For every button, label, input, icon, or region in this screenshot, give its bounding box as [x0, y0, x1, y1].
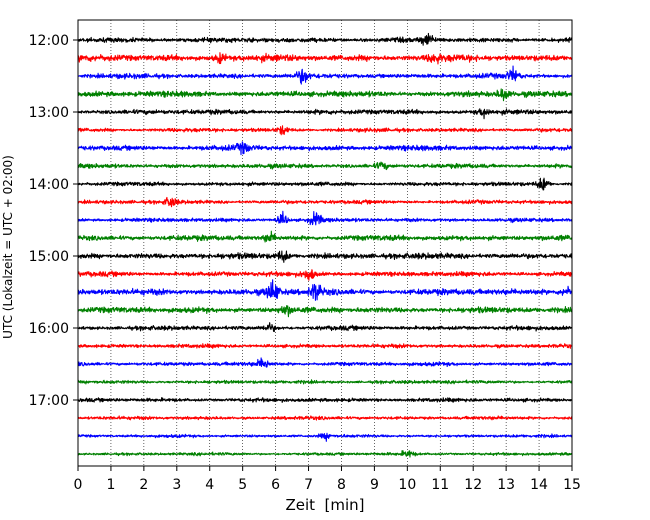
y-tick-label: 16:00: [29, 321, 69, 337]
x-tick-label: 7: [304, 477, 313, 493]
trace-1400: [77, 177, 573, 191]
trace-1745: [77, 450, 573, 458]
trace-1515: [77, 269, 573, 281]
trace-1345: [77, 161, 573, 171]
y-tick-label: 13:00: [29, 105, 69, 121]
x-tick-label: 6: [271, 477, 280, 493]
x-tick-label: 2: [139, 477, 148, 493]
x-tick-label: 4: [205, 477, 214, 493]
y-tick-label: 15:00: [29, 249, 69, 265]
trace-1445: [77, 230, 573, 243]
y-tick-label: 12:00: [29, 33, 69, 49]
trace-1245: [77, 88, 573, 102]
x-tick-label: 10: [398, 477, 416, 493]
trace-1645: [77, 379, 573, 385]
trace-1545: [77, 304, 573, 318]
x-tick-label: 0: [74, 477, 83, 493]
trace-1200: [77, 32, 573, 46]
trace-1230: [77, 65, 573, 85]
trace-1700: [77, 397, 573, 403]
trace-1300: [77, 108, 573, 120]
x-axis-ticks: 0 1 2 3 4 5 6 7 8 9 10 11 12 13 14 15: [74, 466, 581, 493]
trace-1330: [77, 141, 573, 156]
x-tick-label: 15: [563, 477, 581, 493]
trace-1215: [77, 52, 573, 65]
x-tick-label: 9: [370, 477, 379, 493]
trace-1530: [77, 279, 573, 301]
y-tick-label: 14:00: [29, 177, 69, 193]
plot-frame: [77, 19, 573, 467]
trace-1600: [77, 322, 573, 333]
x-axis-label: Zeit [min]: [285, 496, 364, 514]
x-tick-label: 5: [238, 477, 247, 493]
y-tick-label: 17:00: [29, 393, 69, 409]
y-axis-ticks: 12:00 13:00 14:00 15:00 16:00 17:00: [29, 33, 78, 409]
x-tick-label: 1: [106, 477, 115, 493]
trace-1415: [77, 196, 573, 208]
y-axis-label: UTC (Lokalzeit = UTC + 02:00): [1, 155, 15, 339]
x-tick-label: 12: [464, 477, 482, 493]
x-tick-label: 11: [431, 477, 449, 493]
trace-1730: [77, 432, 573, 442]
x-tick-label: 3: [172, 477, 181, 493]
trace-1615: [77, 343, 573, 349]
x-tick-label: 13: [497, 477, 515, 493]
trace-1315: [77, 125, 573, 136]
x-tick-label: 14: [530, 477, 548, 493]
trace-1715: [77, 415, 573, 421]
trace-1630: [77, 357, 573, 368]
x-tick-label: 8: [337, 477, 346, 493]
trace-1430: [77, 210, 573, 226]
grid-lines: [110, 20, 540, 466]
seismic-traces: [77, 32, 573, 458]
trace-1500: [77, 250, 573, 263]
